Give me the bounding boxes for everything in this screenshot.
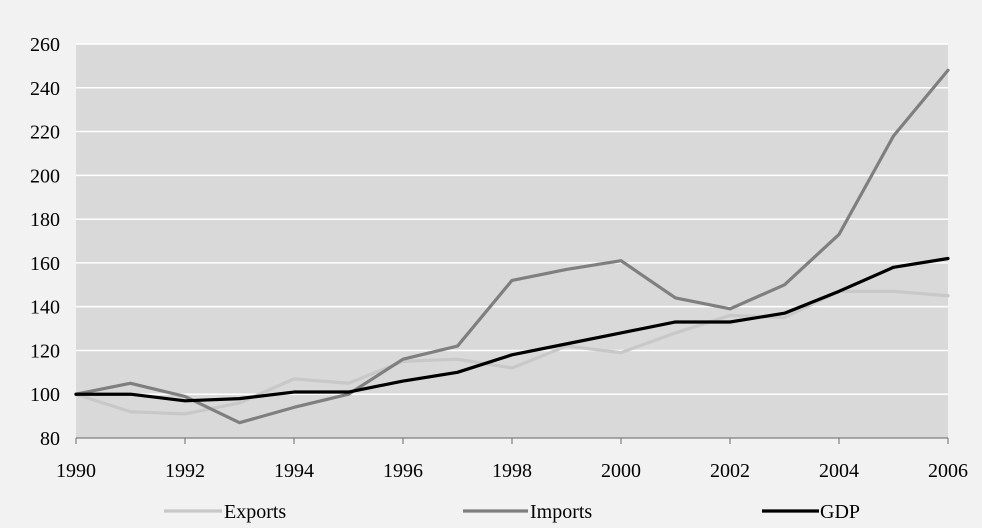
- y-tick-label: 180: [30, 209, 60, 231]
- y-tick-label: 260: [30, 34, 60, 56]
- y-tick-label: 240: [30, 78, 60, 100]
- x-tick-label: 2004: [819, 460, 859, 482]
- y-tick-label: 120: [30, 340, 60, 362]
- x-tick-label: 1992: [165, 460, 205, 482]
- series-line-exports: [74, 289, 950, 416]
- x-tick-label: 1998: [492, 460, 532, 482]
- legend-item-exports: Exports: [164, 501, 286, 523]
- y-tick-label: 80: [40, 428, 60, 450]
- y-tick-label: 200: [30, 165, 60, 187]
- y-tick-label: 100: [30, 384, 60, 406]
- plot-area-background: [76, 44, 948, 438]
- y-tick-label: 160: [30, 253, 60, 275]
- x-tick-label: 2006: [928, 460, 968, 482]
- y-tick-label: 140: [30, 297, 60, 319]
- legend-label: GDP: [820, 501, 860, 523]
- series-lines: [74, 68, 950, 425]
- x-tick-label: 1990: [56, 460, 96, 482]
- x-tick-label: 1996: [383, 460, 423, 482]
- axes: 80 100 120 140 160 180 200 220 240 260 1990 1992 199…: [30, 34, 968, 482]
- y-tick-label: 220: [30, 122, 60, 144]
- legend-item-gdp: GDP: [762, 501, 860, 523]
- gridlines: [76, 43, 948, 395]
- series-line-gdp: [74, 256, 950, 403]
- legend-item-imports: Imports: [463, 501, 592, 523]
- legend: Exports Imports GDP: [164, 501, 860, 523]
- x-tick-label: 2000: [601, 460, 641, 482]
- series-line-imports: [74, 68, 950, 425]
- legend-label: Imports: [530, 501, 592, 523]
- x-tick-label: 2002: [710, 460, 750, 482]
- legend-label: Exports: [224, 501, 286, 523]
- x-tick-label: 1994: [274, 460, 314, 482]
